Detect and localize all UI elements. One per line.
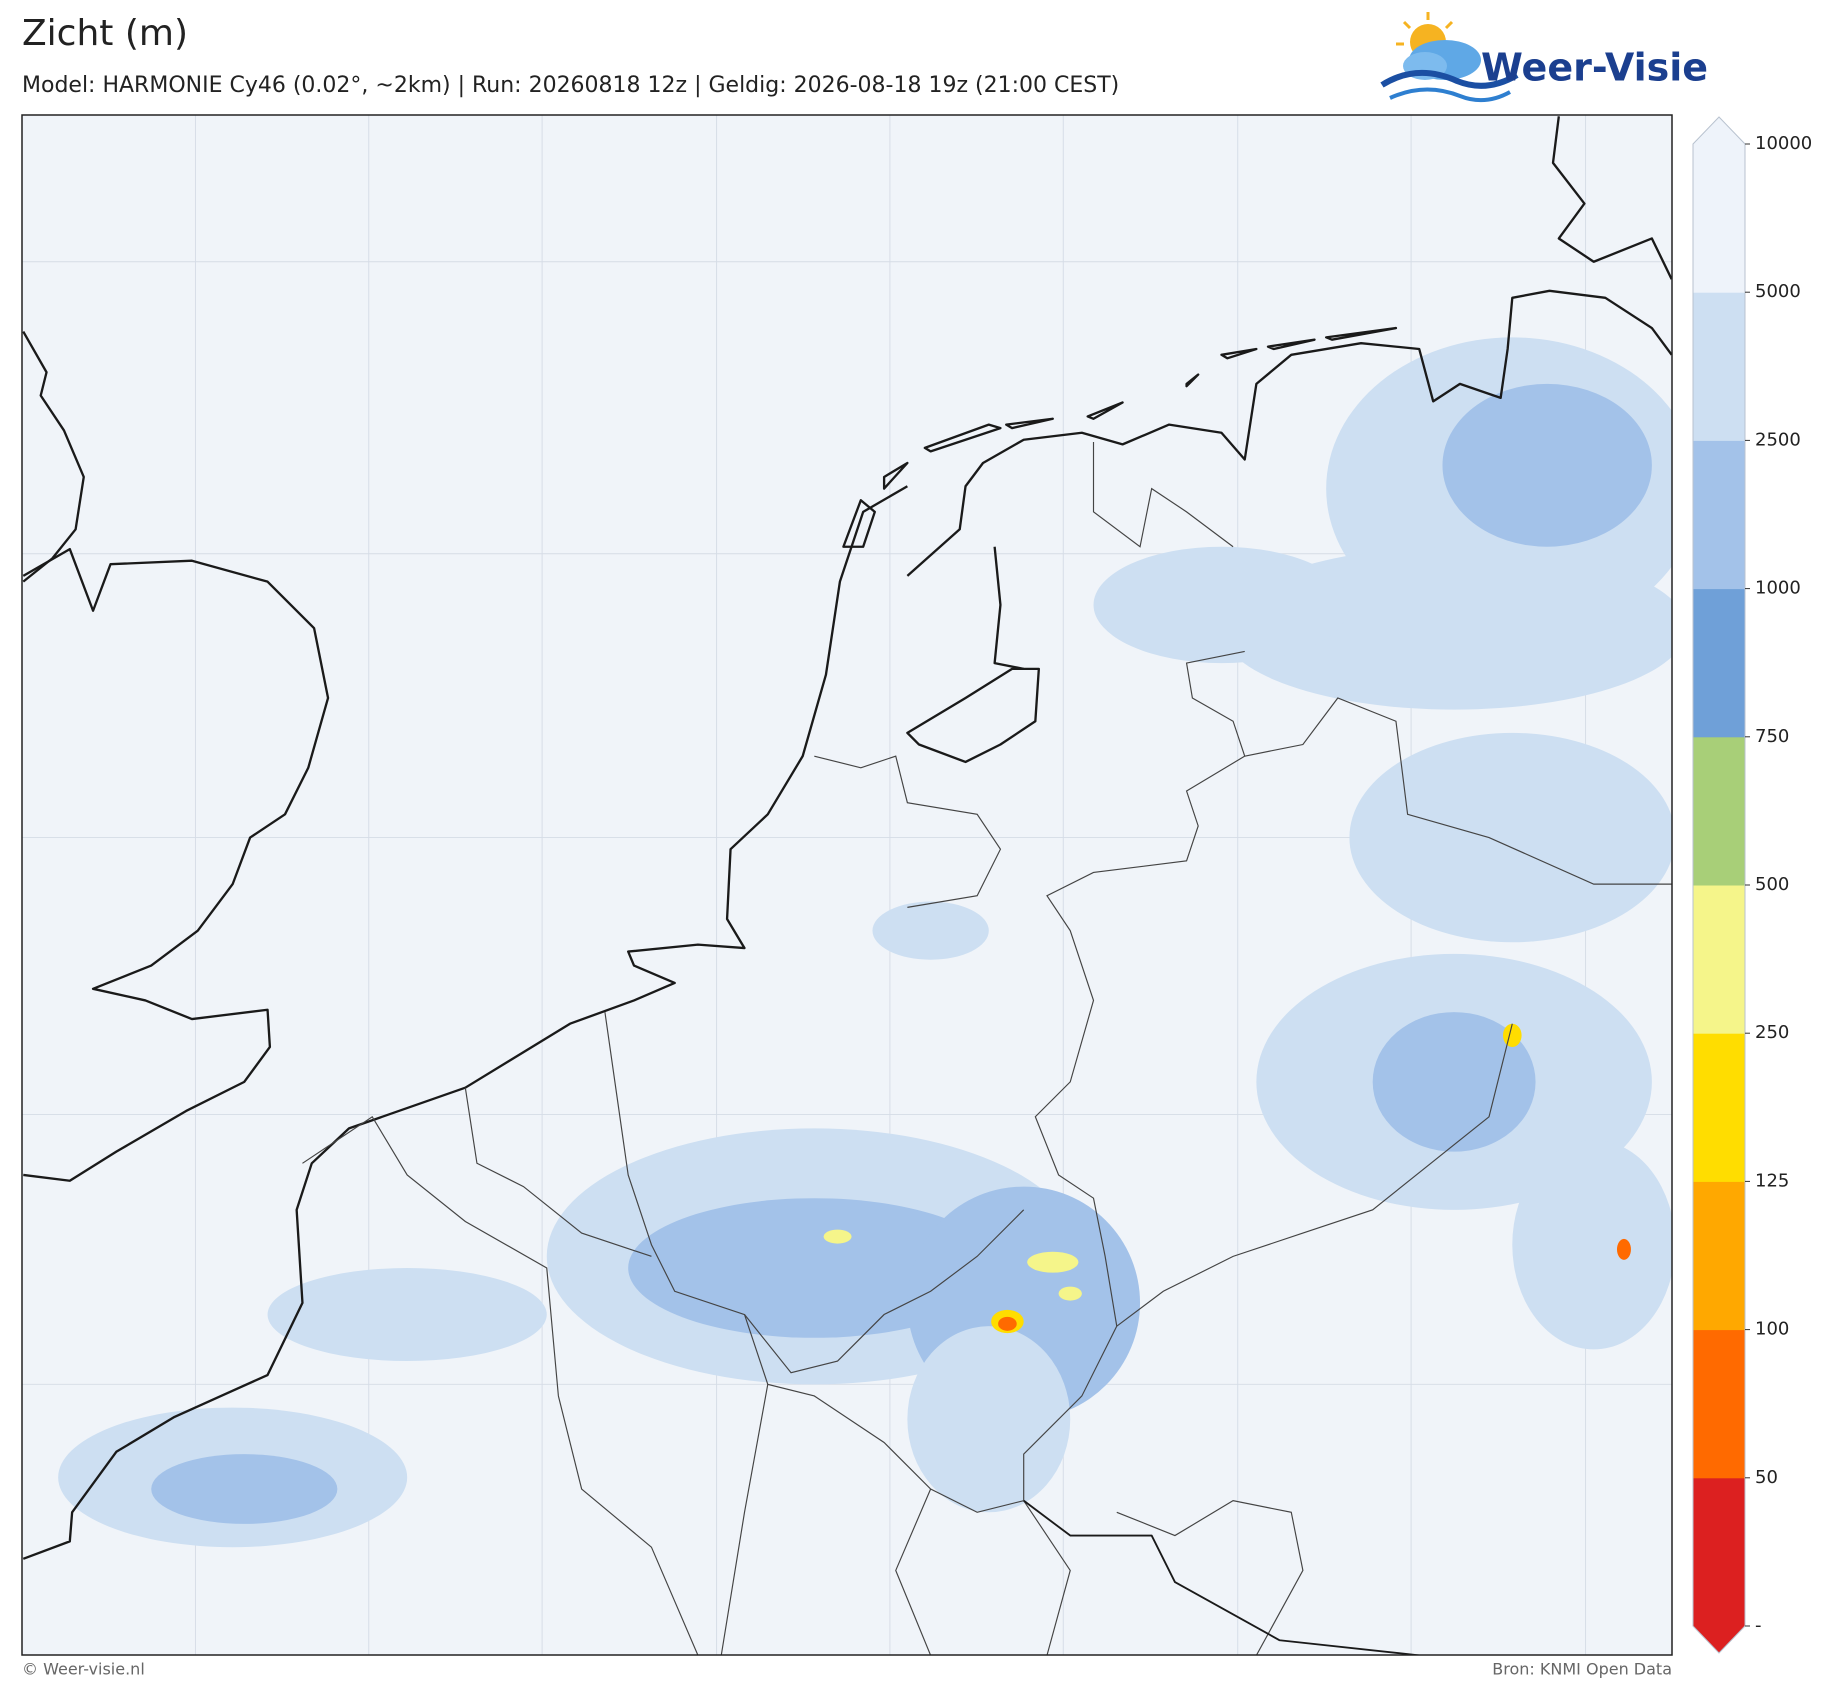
visibility-field <box>58 337 1672 1548</box>
colorbar-tick-label: 125 <box>1755 1170 1789 1191</box>
map <box>22 115 1672 1655</box>
colorbar-band <box>1693 1477 1745 1627</box>
colorbar-band <box>1693 588 1745 738</box>
colorbar-band <box>1693 440 1745 590</box>
colorbar-band <box>1693 292 1745 441</box>
colorbar-band <box>1693 144 1745 293</box>
colorbar-tick-label: 50 <box>1755 1467 1778 1488</box>
logo-text: Weer-Visie <box>1481 46 1708 90</box>
colorbar-tick-label: 750 <box>1755 726 1789 747</box>
colorbar-tick-label: 100 <box>1755 1319 1789 1340</box>
logo: Weer-Visie <box>1380 12 1708 103</box>
colorbar-tick-label: 1000 <box>1755 578 1801 599</box>
footer-credit: © Weer-visie.nl <box>22 1660 145 1679</box>
colorbar-band <box>1693 1181 1745 1331</box>
colorbar-tick-label: 2500 <box>1755 429 1801 450</box>
map-frame <box>21 114 1673 1656</box>
colorbar-tick-label: 500 <box>1755 874 1789 895</box>
title: Zicht (m) <box>22 13 188 54</box>
colorbar-band <box>1693 1033 1745 1182</box>
colorbar-band <box>1693 736 1745 886</box>
footer-source: Bron: KNMI Open Data <box>1492 1660 1672 1679</box>
colorbar-extend-high <box>1693 117 1745 144</box>
subtitle: Model: HARMONIE Cy46 (0.02°, ~2km) | Run… <box>22 73 1119 98</box>
colorbar-tick-label: 10000 <box>1755 133 1812 154</box>
colorbar-tick-label: - <box>1755 1615 1762 1636</box>
colorbar-tick-label: 5000 <box>1755 281 1801 302</box>
colorbar: - 50 100 125 250 500 750 1000 2500 5000 10000 <box>1692 116 1812 1654</box>
colorbar-band <box>1693 1329 1745 1479</box>
colorbar-extend-low <box>1693 1626 1745 1653</box>
colorbar-tick-label: 250 <box>1755 1022 1789 1043</box>
colorbar-band <box>1693 885 1745 1034</box>
